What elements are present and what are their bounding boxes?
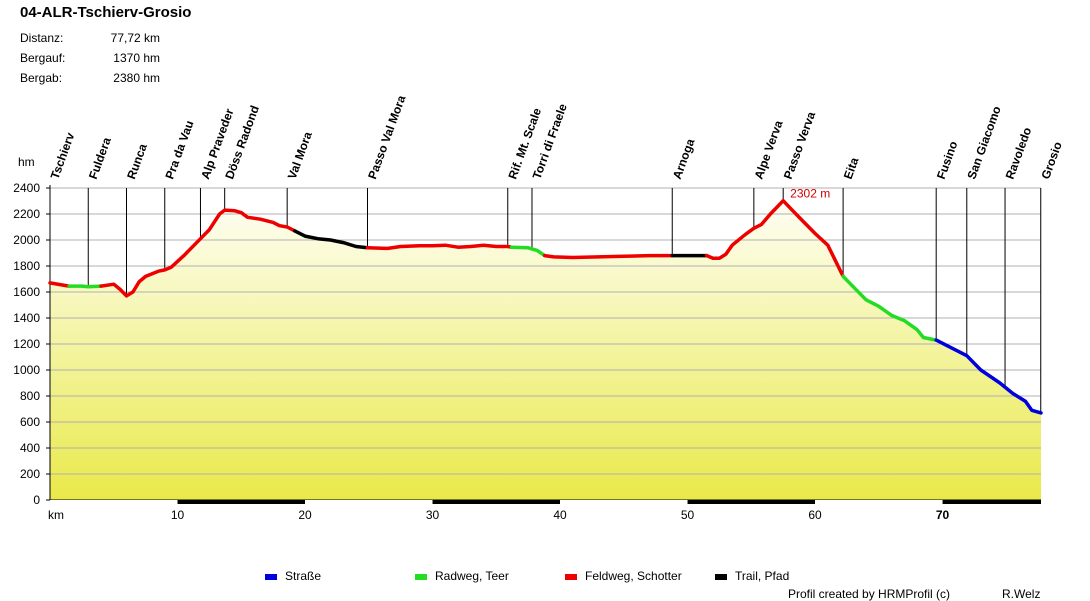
y-tick-label: 400 xyxy=(20,441,40,455)
waypoint-label: Passo Verva xyxy=(781,109,818,181)
y-tick-label: 1400 xyxy=(13,311,40,325)
peak-elevation-label: 2302 m xyxy=(790,187,830,201)
profile-segment xyxy=(841,274,938,342)
stat-label: Distanz: xyxy=(20,31,64,45)
legend-item-trail: Trail, Pfad xyxy=(715,569,789,583)
y-tick-label: 1800 xyxy=(13,259,40,273)
x-tick-label: 20 xyxy=(298,508,312,522)
waypoint-label: Runca xyxy=(124,141,150,181)
x-tick-label: 40 xyxy=(553,508,567,522)
waypoint-label: Arnoga xyxy=(670,136,698,181)
elevation-fill xyxy=(50,200,1041,500)
legend-swatch-icon xyxy=(565,573,577,580)
waypoint-label: Grosio xyxy=(1038,140,1064,181)
y-tick-label: 2000 xyxy=(13,233,40,247)
legend-label: Radweg, Teer xyxy=(435,569,509,583)
stat-label: Bergab: xyxy=(20,71,63,85)
legend-item-strasse: Straße xyxy=(265,569,321,583)
axes xyxy=(46,185,1041,504)
y-tick-label: 1600 xyxy=(13,285,40,299)
legend-label: Straße xyxy=(285,569,322,583)
legend-item-radweg: Radweg, Teer xyxy=(415,569,509,583)
profile-segment xyxy=(509,245,547,258)
elevation-area xyxy=(50,200,1041,500)
stat-label: Bergauf: xyxy=(20,51,66,65)
gridlines xyxy=(50,187,1041,475)
page-title: 04-ALR-Tschierv-Grosio xyxy=(20,4,192,21)
profile-segment xyxy=(67,284,103,289)
profile-segment xyxy=(704,198,845,279)
x-tick-label: 30 xyxy=(426,508,440,522)
waypoint-label: Eita xyxy=(841,155,862,181)
y-tick-label: 0 xyxy=(33,493,40,507)
km-scale-block xyxy=(942,500,1041,504)
legend-label: Feldweg, Schotter xyxy=(585,569,682,583)
x-tick-label: 10 xyxy=(171,508,185,522)
legend-label: Trail, Pfad xyxy=(735,569,790,583)
y-tick-label: 800 xyxy=(20,389,40,403)
waypoint-label: San Giacomo xyxy=(964,104,1003,181)
x-tick-label: 60 xyxy=(808,508,822,522)
km-scale-block xyxy=(50,500,178,504)
y-tick-label: 1200 xyxy=(13,337,40,351)
profile-segment xyxy=(934,338,1043,415)
y-tick-label: 2400 xyxy=(13,181,40,195)
legend-swatch-icon xyxy=(265,573,277,580)
waypoint-label: Ravoledo xyxy=(1003,125,1035,181)
profile-segment xyxy=(99,208,297,298)
y-tick-label: 600 xyxy=(20,415,40,429)
waypoint-label: Fuldera xyxy=(86,135,114,181)
waypoint-label: Fusino xyxy=(934,139,961,181)
author-text: R.Welz xyxy=(1002,587,1041,601)
stat-value: 77,72 km xyxy=(110,31,160,45)
profile-segment xyxy=(542,253,674,260)
km-scale-block xyxy=(560,500,688,504)
profile-segment xyxy=(293,229,370,250)
stat-value: 2380 hm xyxy=(113,71,160,85)
km-scale-block xyxy=(432,500,561,504)
stat-value: 1370 hm xyxy=(113,51,160,65)
credit-text: Profil created by HRMProfil (c) xyxy=(788,587,951,601)
km-scale-block xyxy=(177,500,306,504)
y-tick-label: 1000 xyxy=(13,363,40,377)
waypoint-label: Tschierv xyxy=(48,130,78,181)
km-scale-block xyxy=(305,500,433,504)
legend-swatch-icon xyxy=(415,573,427,580)
x-tick-label: 70 xyxy=(936,508,950,522)
y-tick-label: 200 xyxy=(20,467,40,481)
x-tick-label: 50 xyxy=(681,508,695,522)
waypoint-label: Alpe Verva xyxy=(752,118,786,181)
profile-segment xyxy=(365,243,514,251)
waypoint-label: Passo Val Mora xyxy=(365,93,408,181)
legend-swatch-icon xyxy=(715,573,727,580)
y-axis-label: hm xyxy=(18,155,35,169)
y-tick-label: 2200 xyxy=(13,207,40,221)
waypoint-label: Pra da Vau xyxy=(162,119,196,181)
legend-item-feldweg: Feldweg, Schotter xyxy=(565,569,682,583)
profile-segments xyxy=(48,198,1043,415)
waypoint-label: Val Mora xyxy=(285,130,315,181)
km-scale-block xyxy=(815,500,943,504)
x-axis-label: km xyxy=(48,508,64,522)
km-scale-block xyxy=(687,500,816,504)
